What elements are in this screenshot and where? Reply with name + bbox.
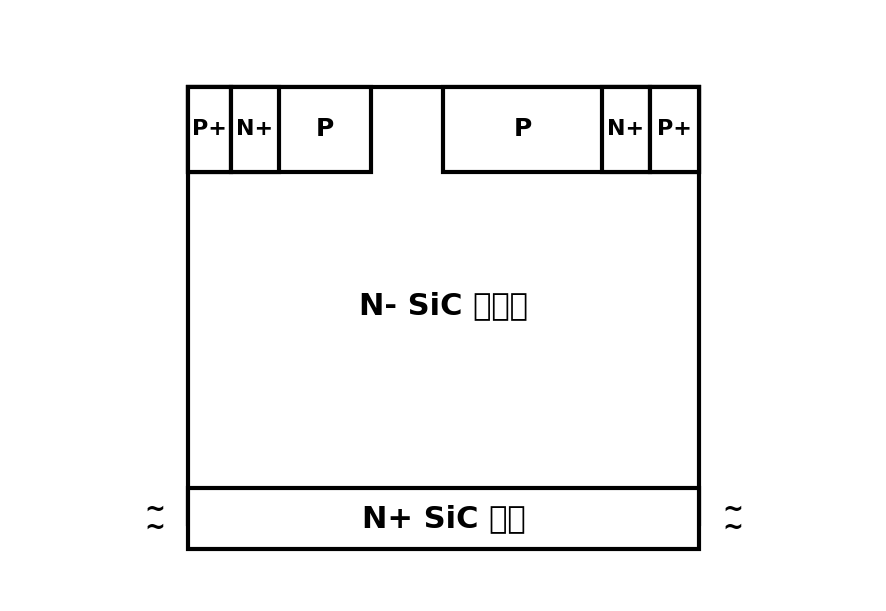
Text: P+: P+ (191, 119, 227, 139)
Text: ~: ~ (721, 516, 742, 540)
Bar (443, 87, 698, 172)
Bar (188, 87, 370, 172)
Text: N- SiC 外延层: N- SiC 外延层 (359, 291, 527, 320)
Text: P+: P+ (657, 119, 691, 139)
Bar (230, 87, 279, 172)
Text: P: P (315, 117, 334, 141)
Text: N+: N+ (237, 119, 273, 139)
Text: ~: ~ (144, 516, 165, 540)
Text: N+ SiC 衬底: N+ SiC 衬底 (361, 504, 525, 533)
Text: N+: N+ (607, 119, 644, 139)
Text: ~: ~ (144, 497, 165, 521)
Bar (649, 87, 698, 172)
Bar (601, 87, 649, 172)
Text: ~: ~ (721, 497, 742, 521)
Bar (188, 488, 698, 549)
Bar (188, 87, 230, 172)
Text: P: P (513, 117, 531, 141)
Bar (188, 87, 698, 524)
